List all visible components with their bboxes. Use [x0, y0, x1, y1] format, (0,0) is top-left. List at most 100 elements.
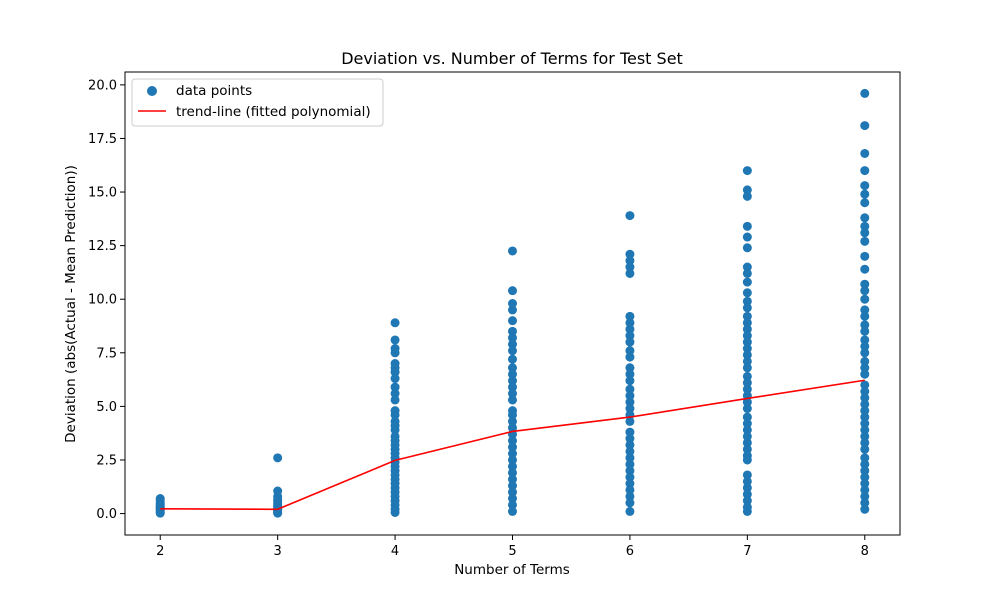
data-point: [508, 500, 517, 510]
data-point: [625, 384, 635, 394]
data-point: [742, 311, 752, 321]
data-point: [860, 279, 870, 289]
data-point: [860, 264, 870, 274]
data-point: [625, 446, 635, 456]
data-point: [508, 389, 517, 399]
data-point: [390, 389, 400, 399]
data-point: [390, 382, 400, 392]
data-point: [742, 232, 752, 242]
data-point: [508, 506, 517, 516]
y-axis-ticks: 0.0 2.5 5.0 7.5 10.0 12.5 15.0 17.5 20.0: [88, 78, 125, 522]
data-point: [742, 350, 752, 360]
data-point: [860, 305, 870, 315]
data-point: [508, 410, 517, 420]
data-point: [508, 363, 517, 373]
x-tick-label: 4: [391, 544, 399, 559]
data-point: [625, 363, 635, 373]
data-point: [508, 442, 517, 452]
data-point: [860, 166, 870, 176]
data-point: [860, 335, 870, 345]
data-point: [508, 481, 517, 491]
data-point: [860, 498, 870, 508]
x-tick-label: 6: [626, 544, 634, 559]
y-tick-label: 5.0: [96, 400, 117, 415]
data-point: [860, 485, 870, 495]
data-point: [742, 221, 752, 231]
data-point: [860, 472, 870, 482]
data-point: [390, 395, 400, 405]
data-point: [508, 354, 517, 364]
y-tick-label: 0.0: [96, 507, 117, 522]
data-point: [508, 449, 517, 459]
data-point: [860, 311, 870, 321]
data-point: [390, 367, 400, 377]
data-point: [860, 221, 870, 231]
legend-marker-data-points: [147, 86, 157, 96]
data-point: [508, 333, 517, 343]
data-point: [625, 427, 635, 437]
data-point: [273, 453, 283, 463]
data-point: [273, 508, 283, 518]
legend-label-trend-line: trend-line (fitted polynomial): [176, 104, 371, 120]
data-point: [508, 474, 517, 484]
x-axis-ticks: 2 3 4 5 6 7 8: [156, 535, 869, 559]
data-point: [860, 294, 870, 304]
data-point: [625, 211, 635, 221]
data-point: [742, 191, 752, 201]
data-point: [742, 363, 752, 373]
data-point: [508, 461, 517, 471]
data-point: [742, 243, 752, 253]
data-point: [742, 470, 752, 480]
y-tick-label: 2.5: [96, 453, 117, 468]
data-point: [742, 303, 752, 313]
data-point: [625, 479, 635, 489]
x-tick-label: 7: [743, 544, 751, 559]
data-point: [625, 485, 635, 495]
data-point: [860, 425, 870, 435]
y-tick-label: 20.0: [88, 78, 117, 93]
data-point: [742, 344, 752, 354]
data-point: [742, 331, 752, 341]
chart-title: Deviation vs. Number of Terms for Test S…: [341, 49, 683, 68]
data-point: [742, 384, 752, 394]
legend-label-data-points: data points: [176, 83, 252, 99]
data-point: [625, 459, 635, 469]
legend-box: [131, 78, 384, 127]
data-point: [860, 348, 870, 358]
data-point: [742, 397, 752, 407]
data-point: [860, 363, 870, 373]
data-point: [625, 391, 635, 401]
data-point: [860, 419, 870, 429]
data-point: [508, 416, 517, 426]
data-point: [742, 288, 752, 298]
data-point: [390, 348, 400, 358]
trend-line: [160, 379, 865, 511]
data-point: [860, 504, 870, 514]
data-point: [860, 341, 870, 351]
data-point: [390, 318, 400, 328]
data-point: [742, 431, 752, 441]
data-point: [508, 376, 517, 386]
x-tick-label: 3: [274, 544, 282, 559]
y-tick-label: 10.0: [88, 293, 117, 308]
data-point: [742, 318, 752, 328]
data-point: [860, 356, 870, 366]
data-point: [742, 444, 752, 454]
data-point: [508, 382, 517, 392]
data-point: [625, 337, 635, 347]
data-point: [742, 483, 752, 493]
x-tick-label: 8: [861, 544, 869, 559]
data-point: [860, 459, 870, 469]
data-point: [390, 335, 400, 345]
data-point: [625, 249, 635, 259]
data-point: [860, 181, 870, 191]
x-axis-label: Number of Terms: [454, 562, 570, 578]
data-point: [860, 198, 870, 208]
data-point: [742, 506, 752, 516]
y-tick-label: 15.0: [88, 186, 117, 201]
data-point: [508, 305, 517, 315]
data-point: [508, 346, 517, 356]
data-point: [860, 320, 870, 330]
data-point: [625, 318, 635, 328]
data-point: [625, 434, 635, 444]
